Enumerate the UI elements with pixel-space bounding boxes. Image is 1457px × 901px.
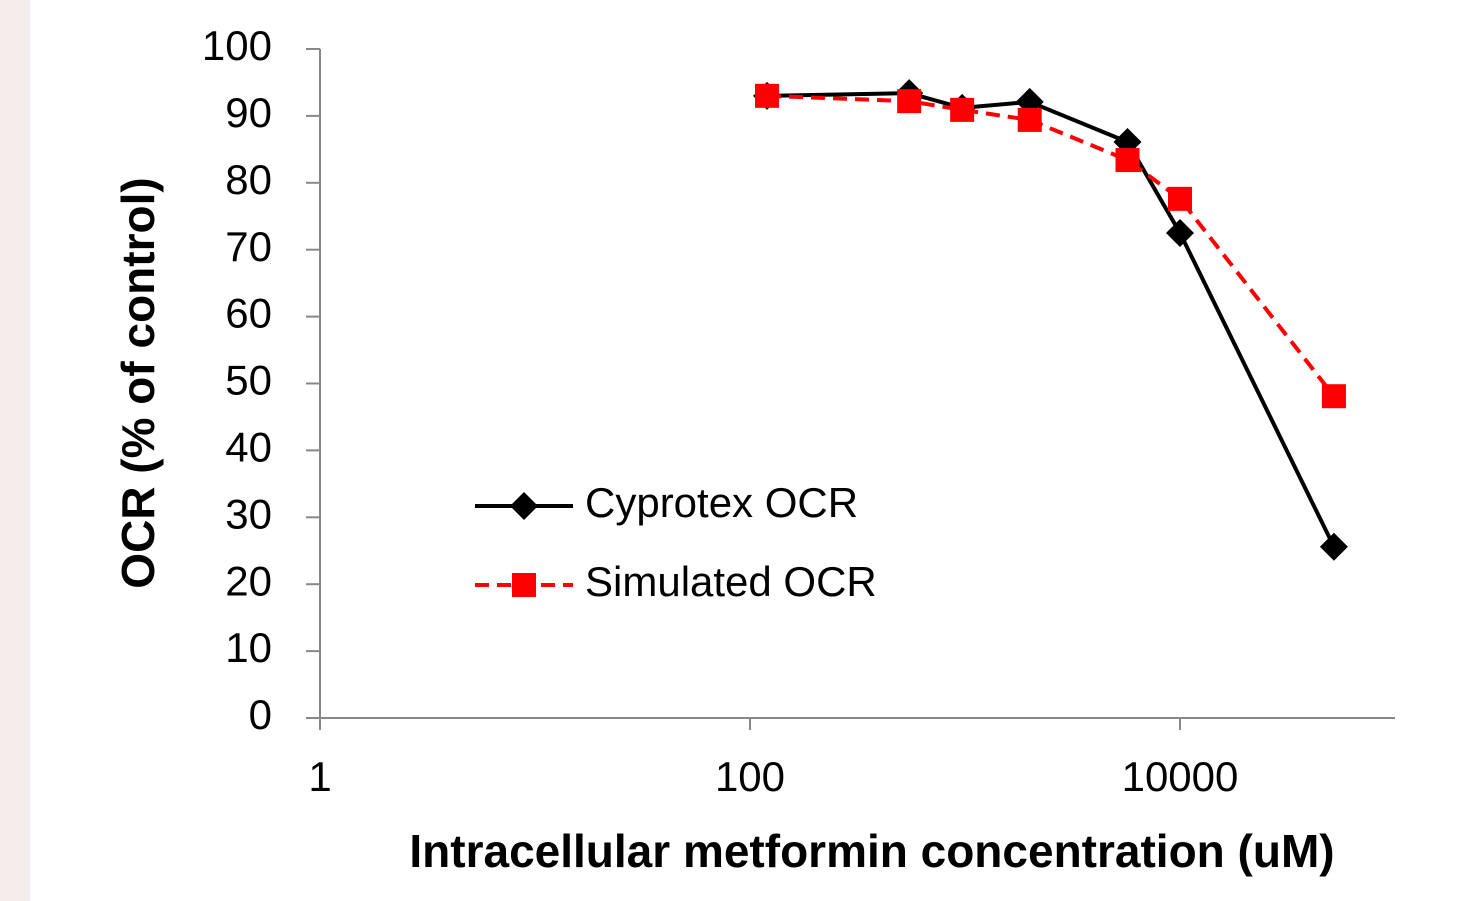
legend-label: Simulated OCR xyxy=(585,558,877,605)
y-tick-label: 90 xyxy=(225,89,272,136)
y-tick-label: 40 xyxy=(225,423,272,470)
point xyxy=(1017,107,1042,132)
series-line xyxy=(766,93,1336,398)
y-axis-title: OCR (% of control) xyxy=(112,177,164,588)
point xyxy=(897,89,922,114)
x-tick-label: 1 xyxy=(308,753,331,800)
point xyxy=(950,97,975,122)
y-tick-label: 50 xyxy=(225,357,272,404)
point xyxy=(1168,186,1192,211)
x-axis-title: Intracellular metformin concentration (u… xyxy=(409,825,1334,877)
y-tick-label: 100 xyxy=(202,22,272,69)
point xyxy=(1319,532,1348,561)
y-tick-label: 70 xyxy=(225,223,272,270)
legend-label: Cyprotex OCR xyxy=(585,479,858,526)
point xyxy=(755,83,780,108)
x-tick-label: 100 xyxy=(715,753,785,800)
point xyxy=(1115,148,1140,173)
y-tick-label: 60 xyxy=(225,290,272,337)
y-tick-label: 30 xyxy=(225,490,272,537)
x-tick-label: 10000 xyxy=(1122,753,1239,800)
y-tick-label: 10 xyxy=(225,624,272,671)
legend-marker xyxy=(510,492,538,520)
side-strip xyxy=(0,0,30,901)
legend-marker xyxy=(512,573,536,597)
point xyxy=(1166,218,1194,247)
y-tick-label: 0 xyxy=(249,691,272,738)
y-tick-label: 80 xyxy=(225,156,272,203)
y-tick-label: 20 xyxy=(225,557,272,604)
point xyxy=(1321,384,1346,409)
